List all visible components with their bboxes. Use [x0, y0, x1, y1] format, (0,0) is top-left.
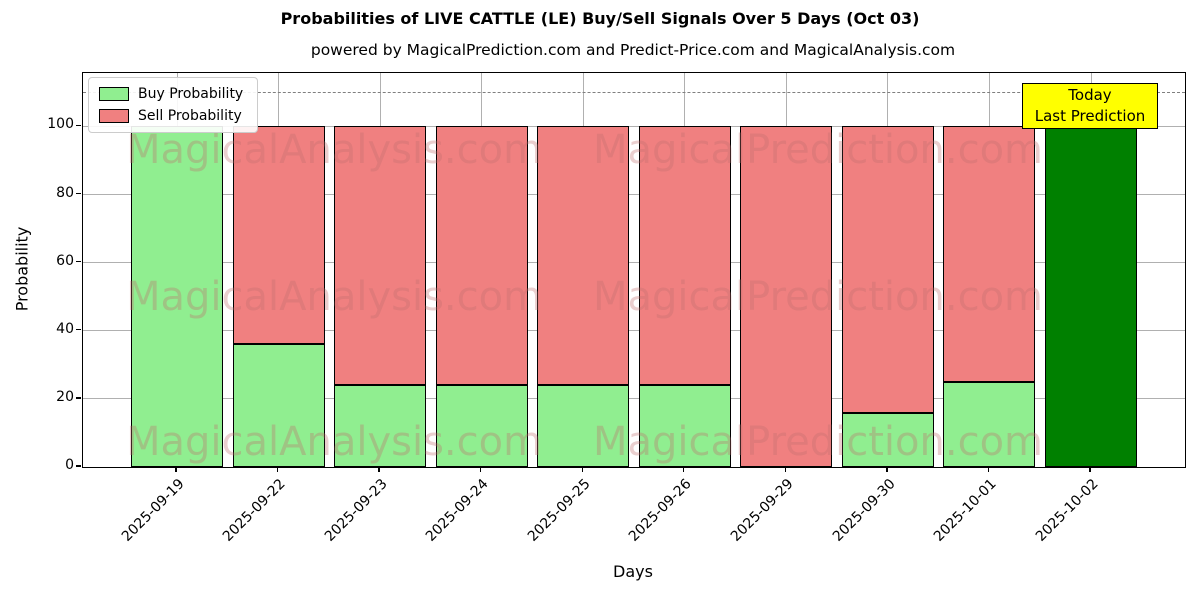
y-tick-label: 20 [56, 388, 74, 405]
legend-item-sell: Sell Probability [99, 108, 243, 124]
x-tick-mark [886, 467, 888, 473]
h-gridline [83, 398, 1185, 400]
y-tick-mark [76, 260, 81, 263]
h-gridline [83, 194, 1185, 196]
x-tick-mark [1089, 467, 1091, 473]
x-tick-mark [987, 467, 990, 473]
y-tick-mark [76, 329, 81, 331]
x-tick-label-text: 2025-09-23 [321, 476, 391, 545]
x-tick-label-text: 2025-09-26 [626, 476, 696, 545]
bar-sell-segment [537, 126, 630, 386]
y-tick-mark [76, 465, 81, 467]
watermark-text: MagicalAnalysis.com [125, 419, 543, 465]
chart-title: Probabilities of LIVE CATTLE (LE) Buy/Se… [280, 9, 920, 28]
x-tick-label-text: 2025-09-22 [220, 476, 289, 545]
x-tick-mark [683, 467, 685, 473]
bar-buy-segment [334, 385, 427, 467]
bar-buy-segment [537, 385, 630, 467]
legend-buy-label: Buy Probability [138, 86, 244, 102]
x-tick-mark [378, 467, 380, 473]
h-gridline [83, 330, 1185, 332]
x-tick-mark [175, 467, 177, 473]
watermark-text: MagicalPrediction.com [593, 419, 1043, 465]
plot-area [82, 72, 1186, 468]
x-tick-mark [784, 467, 787, 473]
today-annotation-box: Today Last Prediction [1022, 83, 1158, 129]
chart-subtitle: powered by MagicalPrediction.com and Pre… [310, 41, 956, 59]
x-tick-mark [581, 467, 583, 473]
x-tick-mark [479, 467, 482, 473]
x-tick-label-text: 2025-09-24 [423, 476, 492, 545]
y-tick-mark [76, 124, 81, 127]
y-tick-label: 60 [56, 252, 74, 269]
x-tick-label-text: 2025-09-30 [829, 476, 899, 545]
h-gridline [83, 125, 1185, 127]
today-annotation-line2: Last Prediction [1034, 107, 1146, 125]
bar-buy-segment [131, 126, 223, 467]
y-tick-label: 40 [56, 320, 74, 337]
y-tick-mark [76, 192, 81, 195]
y-tick-label: 0 [65, 457, 74, 473]
bar-sell-segment [435, 126, 528, 386]
x-tick-label-text: 2025-10-02 [1032, 476, 1102, 545]
y-tick-mark [76, 397, 81, 399]
bar-sell-segment [334, 126, 427, 386]
buy-swatch-icon [99, 87, 129, 101]
watermark-text: MagicalPrediction.com [593, 127, 1043, 173]
y-axis-label: Probability [12, 226, 32, 312]
bar-buy-segment [943, 381, 1036, 467]
bar-sell-segment [943, 126, 1036, 382]
bar-today [1045, 126, 1138, 467]
bar-sell-segment [841, 126, 934, 413]
x-tick-label-text: 2025-10-01 [930, 476, 1000, 545]
h-gridline [83, 262, 1185, 264]
bar-buy-segment [435, 385, 528, 467]
bar-sell-segment [740, 126, 833, 467]
x-tick-label-text: 2025-09-25 [524, 476, 594, 545]
bar-sell-segment [232, 126, 325, 345]
x-tick-label-text: 2025-09-29 [727, 476, 797, 545]
x-tick-mark [276, 467, 279, 473]
bar-buy-segment [232, 344, 325, 467]
legend-sell-label: Sell Probability [138, 108, 242, 124]
threshold-dashed-line [83, 92, 1185, 94]
bar-buy-segment [638, 385, 731, 467]
sell-swatch-icon [99, 109, 129, 123]
today-annotation-line1: Today [1068, 86, 1112, 104]
watermark-text: MagicalPrediction.com [593, 274, 1043, 320]
legend: Buy Probability Sell Probability [88, 77, 259, 133]
bar-sell-segment [638, 126, 731, 386]
watermark-text: MagicalAnalysis.com [125, 274, 543, 320]
watermark-text: MagicalAnalysis.com [125, 127, 543, 173]
bar-buy-segment [841, 412, 934, 467]
x-tick-label-text: 2025-09-19 [118, 476, 188, 545]
y-tick-label: 80 [56, 184, 74, 201]
x-axis-label: Days [613, 562, 653, 581]
legend-item-buy: Buy Probability [99, 86, 243, 102]
y-tick-label: 100 [47, 116, 74, 133]
